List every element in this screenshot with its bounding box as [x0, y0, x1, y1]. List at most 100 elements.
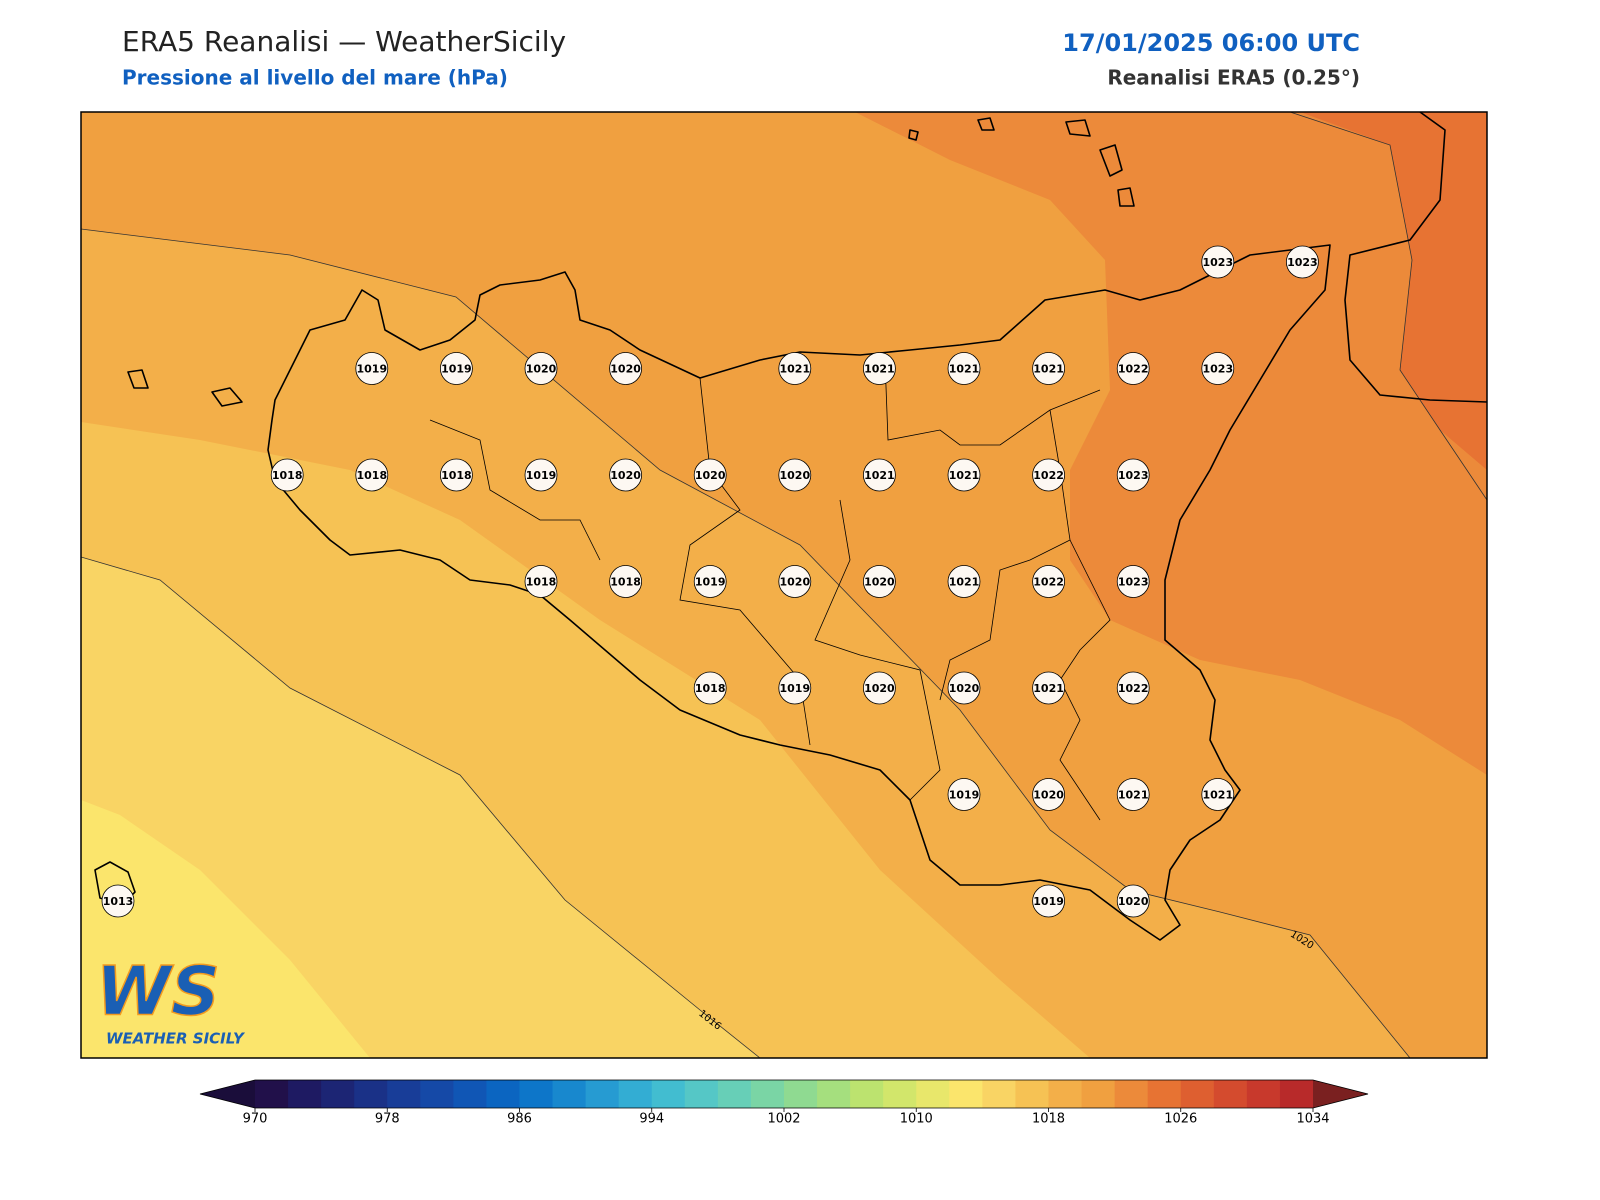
station-marker — [609, 565, 642, 598]
station-value: 1022 — [1118, 682, 1149, 695]
colorbar-tick-label: 978 — [375, 1112, 400, 1127]
station-marker — [524, 565, 558, 598]
station-marker — [947, 458, 981, 492]
station-marker — [947, 565, 981, 598]
colorbar-cell — [387, 1080, 421, 1108]
station-marker — [1201, 778, 1235, 811]
station-value: 1020 — [949, 682, 980, 695]
station-value: 1020 — [610, 363, 641, 376]
station-value: 1021 — [1033, 363, 1064, 376]
station-marker — [1116, 671, 1150, 705]
pressure-band — [1300, 112, 1487, 470]
station-value: 1020 — [779, 576, 810, 589]
station-marker — [609, 458, 642, 492]
station-value: 1018 — [441, 469, 472, 482]
station-value: 1020 — [864, 576, 895, 589]
map-frame — [80, 111, 1488, 1059]
island — [977, 117, 995, 131]
station-value: 1021 — [1033, 682, 1064, 695]
station-value: 1021 — [1202, 789, 1233, 802]
station-value: 1018 — [695, 682, 726, 695]
station-marker — [1032, 778, 1065, 811]
station-marker — [778, 352, 812, 385]
station-marker — [355, 352, 389, 385]
station-marker — [1032, 565, 1065, 598]
station-marker — [693, 458, 727, 492]
colorbar-tick-label: 994 — [639, 1112, 664, 1127]
station-marker — [524, 458, 558, 492]
station-marker — [947, 352, 981, 385]
station-marker — [778, 458, 812, 492]
contour-line — [1289, 112, 1487, 501]
colorbar-cell — [916, 1080, 950, 1108]
station-marker — [1116, 778, 1150, 811]
colorbar-cell — [982, 1080, 1016, 1108]
subtitle: Pressione al livello del mare (hPa) — [122, 66, 508, 90]
colorbar-tick-label: 970 — [243, 1112, 268, 1127]
station-marker — [1032, 458, 1065, 492]
station-marker — [863, 458, 896, 492]
station-marker — [947, 671, 981, 705]
colorbar-cell — [321, 1080, 355, 1108]
island — [908, 129, 919, 141]
border — [429, 419, 601, 561]
logo: WS WEATHER SICILY — [95, 952, 246, 1048]
colorbar-cell — [585, 1080, 620, 1108]
coastlines — [94, 112, 1487, 941]
station-value: 1018 — [272, 469, 303, 482]
colorbar-tick-label: 1034 — [1296, 1112, 1329, 1127]
station-marker — [439, 458, 473, 492]
station-marker — [1032, 352, 1065, 385]
station-value: 1018 — [526, 576, 557, 589]
colorbar-cell — [1213, 1080, 1248, 1108]
colorbar-cell — [618, 1080, 653, 1108]
island — [94, 861, 136, 906]
island — [1117, 187, 1135, 207]
colorbar-tick-label: 986 — [507, 1112, 532, 1127]
station-marker — [1201, 352, 1235, 385]
pressure-band — [81, 800, 370, 1058]
colorbar-cell — [288, 1080, 322, 1108]
island — [1099, 144, 1123, 177]
station-marker — [270, 458, 304, 492]
station-marker — [863, 565, 896, 598]
station-marker — [1116, 458, 1150, 492]
colorbar-cell — [949, 1080, 983, 1108]
station-marker — [1116, 884, 1150, 918]
colorbar-cell — [1081, 1080, 1116, 1108]
colorbar-cell — [1015, 1080, 1049, 1108]
station-value: 1019 — [779, 682, 810, 695]
station-value: 1022 — [1033, 469, 1064, 482]
colorbar-cell — [1114, 1080, 1149, 1108]
station-value: 1019 — [526, 469, 557, 482]
island — [211, 387, 243, 407]
contour-lines — [81, 112, 1487, 1058]
station-value: 1019 — [695, 576, 726, 589]
colorbar-cell — [684, 1080, 719, 1108]
station-value: 1023 — [1202, 256, 1233, 269]
station-value: 1021 — [1118, 789, 1149, 802]
colorbar-extend-high — [1313, 1080, 1368, 1108]
colorbar-tick-label: 1010 — [900, 1112, 933, 1127]
station-value: 1018 — [356, 469, 387, 482]
station-marker — [1116, 565, 1150, 598]
title: ERA5 Reanalisi — WeatherSicily — [122, 25, 566, 58]
pressure-bands — [81, 112, 1487, 1058]
station-marker — [1201, 245, 1235, 279]
station-marker — [439, 352, 473, 385]
station-marker — [947, 778, 981, 811]
colorbar-cell — [354, 1080, 388, 1108]
station-value: 1018 — [610, 576, 641, 589]
border — [814, 499, 941, 801]
station-value: 1020 — [526, 363, 557, 376]
colorbar-cell — [883, 1080, 917, 1108]
colorbar-cell — [750, 1080, 785, 1108]
station-value: 1021 — [779, 363, 810, 376]
station-marker — [693, 671, 727, 705]
colorbar-cell — [1048, 1080, 1083, 1108]
colorbar-cell — [1147, 1080, 1182, 1108]
source: Reanalisi ERA5 (0.25°) — [1107, 66, 1360, 90]
station-value: 1019 — [949, 789, 980, 802]
